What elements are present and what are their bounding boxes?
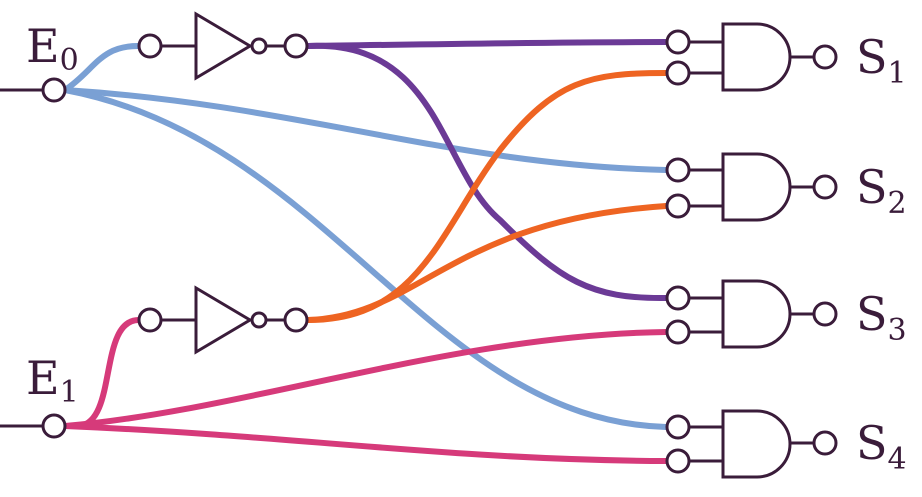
wire-e1-to-not-gate bbox=[77, 316, 143, 429]
pin-not1-in bbox=[137, 33, 163, 59]
wire-e0-to-and4 bbox=[62, 87, 669, 430]
and-gate-2 bbox=[689, 152, 814, 222]
input-label-e1: E1 bbox=[26, 351, 79, 410]
wire-not-e0-to-and3 bbox=[305, 42, 669, 302]
pin-and2-out bbox=[812, 174, 838, 200]
pin-and1-in-b bbox=[665, 60, 691, 86]
pin-not1-bubble bbox=[250, 37, 268, 55]
output-label-s4: S4 bbox=[856, 416, 907, 477]
not-gate-e0 bbox=[161, 11, 285, 81]
input-label-e0: E0 bbox=[26, 19, 79, 78]
pin-and4-in-b bbox=[665, 448, 691, 474]
wire-e0-to-not-gate bbox=[62, 42, 143, 93]
pin-and3-out bbox=[812, 301, 838, 327]
and-gate-3 bbox=[689, 279, 814, 349]
pin-and4-in-a bbox=[665, 414, 691, 440]
pin-and1-in-a bbox=[665, 29, 691, 55]
and-gate-4 bbox=[689, 409, 814, 479]
circuit-outline bbox=[0, 11, 814, 479]
pin-and2-in-a bbox=[665, 157, 691, 183]
wires bbox=[62, 39, 669, 464]
wire-e1-to-and3 bbox=[62, 329, 669, 429]
and-gate-1 bbox=[689, 22, 814, 92]
pin-and3-in-b bbox=[665, 319, 691, 345]
pin-and3-in-a bbox=[665, 285, 691, 311]
pin-not2-bubble bbox=[250, 311, 268, 329]
pin-not1-out bbox=[283, 33, 309, 59]
wire-not-e0-to-and1 bbox=[305, 39, 669, 49]
wire-not-e1-to-and1 bbox=[305, 70, 669, 323]
input-labels: E0 E1 bbox=[26, 19, 79, 410]
output-label-s1: S1 bbox=[856, 30, 907, 91]
pin-input-e0 bbox=[41, 77, 67, 103]
not-gate-e1 bbox=[161, 285, 285, 355]
output-label-s2: S2 bbox=[856, 160, 907, 221]
pin-and1-out bbox=[812, 44, 838, 70]
pin-not2-out bbox=[283, 307, 309, 333]
wire-e1-to-and4 bbox=[62, 423, 669, 464]
pin-and2-in-b bbox=[665, 193, 691, 219]
pin-input-e1 bbox=[41, 413, 67, 439]
output-label-s3: S3 bbox=[856, 287, 907, 348]
pins bbox=[41, 29, 838, 474]
pin-not2-in bbox=[137, 307, 163, 333]
output-labels: S1 S2 S3 S4 bbox=[856, 30, 907, 477]
pin-and4-out bbox=[812, 430, 838, 456]
wire-not-e1-to-and2 bbox=[305, 203, 669, 323]
wire-e0-to-and2 bbox=[62, 87, 669, 173]
